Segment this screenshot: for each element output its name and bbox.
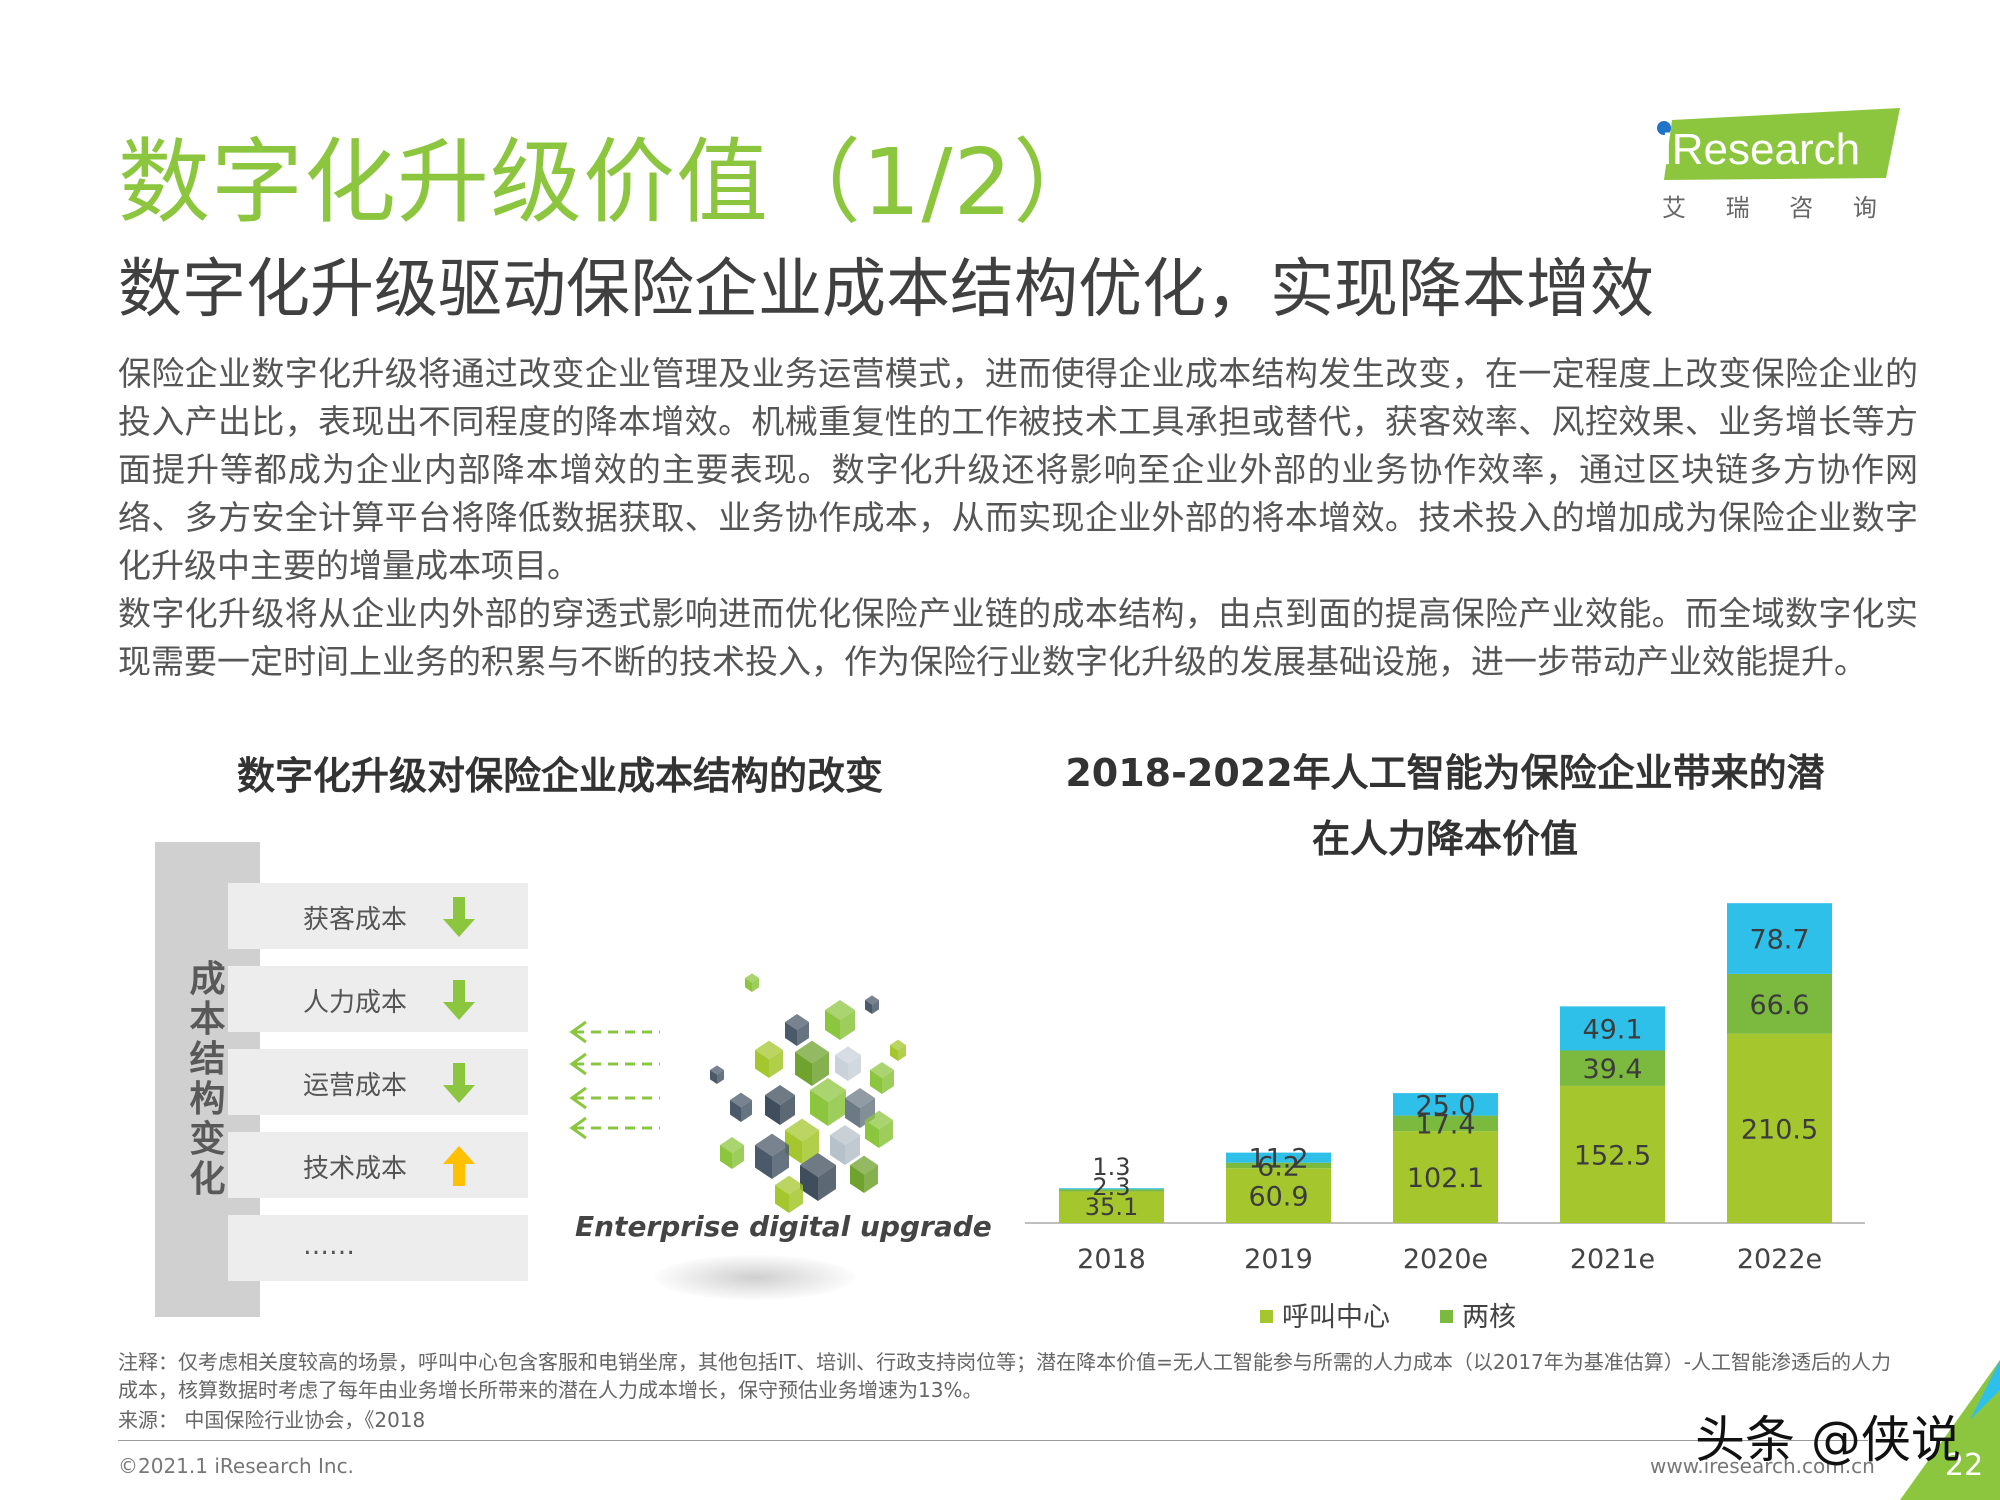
cost-item: 获客成本 [228, 883, 528, 949]
x-tick-label: 2021e [1570, 1244, 1655, 1275]
svg-text:iResearch: iResearch [1662, 125, 1860, 174]
x-tick-label: 2022e [1737, 1244, 1822, 1275]
svg-text:艾 瑞 咨 询: 艾 瑞 咨 询 [1662, 194, 1893, 222]
data-label: 210.5 [1741, 1114, 1818, 1145]
bar-segment [1560, 1085, 1665, 1223]
legend-label: 两核 [1462, 1302, 1516, 1333]
bar-segment [1393, 1131, 1498, 1223]
iresearch-logo: iResearch 艾 瑞 咨 询 [1650, 108, 1900, 228]
page-title: 数字化升级价值（1/2） [118, 129, 1107, 236]
data-label: 39.4 [1582, 1054, 1642, 1085]
bar-segment [1560, 1050, 1665, 1086]
cost-item-label: 获客成本 [303, 905, 408, 935]
body-paragraph-2: 数字化升级将从企业内外部的穿透式影响进而优化保险产业链的成本结构，由点到面的提高… [118, 594, 1918, 681]
watermark: 头条 @侠说 [1695, 1411, 1961, 1469]
cost-structure-label: 成本结构变化 [189, 959, 226, 1200]
cube-caption: Enterprise digital upgrade [575, 1210, 992, 1243]
chart-title: 2018-2022年人工智能为保险企业带来的潜在人力降本价值 [1065, 751, 1825, 861]
copyright: ©2021.1 iResearch Inc. [118, 1454, 354, 1478]
footnote: 注释：仅考虑相关度较高的场景，呼叫中心包含客服和电销坐席，其他包括IT、培训、行… [118, 1350, 1891, 1402]
arrow-down-icon [443, 897, 475, 937]
cost-item-label: …… [303, 1231, 355, 1261]
x-tick-label: 2018 [1077, 1244, 1146, 1275]
data-label: 35.1 [1085, 1193, 1138, 1221]
bar-segment [1560, 1006, 1665, 1051]
data-label: 1.3 [1092, 1153, 1130, 1181]
footer-divider [118, 1440, 1868, 1441]
bar-segment [1226, 1162, 1331, 1169]
data-label: 6.2 [1257, 1151, 1300, 1182]
cost-item-label: 运营成本 [303, 1071, 408, 1101]
data-label: 25.0 [1415, 1090, 1475, 1121]
arrow-up-icon [443, 1146, 475, 1186]
corner-decoration [1900, 1360, 2000, 1500]
legend-swatch [1260, 1310, 1273, 1323]
bar-segment [1059, 1189, 1164, 1192]
legend-swatch [1440, 1310, 1453, 1323]
footer-url: www.iresearch.com.cn [1650, 1454, 1875, 1478]
bar-segment [1393, 1093, 1498, 1116]
arrow-down-icon [443, 980, 475, 1020]
cost-item: 人力成本 [228, 966, 528, 1032]
cost-item: 技术成本 [228, 1132, 528, 1198]
digital-cube-illustration [560, 960, 950, 1220]
x-tick-label: 2019 [1244, 1244, 1313, 1275]
left-figure-title: 数字化升级对保险企业成本结构的改变 [236, 754, 883, 798]
cost-item-label: 人力成本 [303, 988, 408, 1018]
bar-segment [1059, 1188, 1164, 1190]
cost-item-label: 技术成本 [303, 1154, 408, 1184]
data-label: 2.3 [1092, 1173, 1130, 1201]
data-label: 102.1 [1407, 1163, 1484, 1194]
x-tick-label: 2020e [1403, 1244, 1488, 1275]
page-subtitle: 数字化升级驱动保险企业成本结构优化，实现降本增效 [118, 253, 1654, 327]
data-label: 78.7 [1749, 925, 1809, 956]
cost-item: 运营成本 [228, 1049, 528, 1115]
cube-shadow [655, 1255, 855, 1300]
bar-segment [1727, 973, 1832, 1034]
bar-segment [1226, 1168, 1331, 1223]
bar-segment [1059, 1191, 1164, 1223]
stacked-bar-chart: 35.1 2.3 1.3 2018 60.9 6.2 11.2 2019 102.1 17.4 25… [1020, 890, 1890, 1340]
legend-label: 呼叫中心 [1282, 1302, 1390, 1333]
arrow-down-icon [443, 1063, 475, 1103]
data-label: 11.2 [1248, 1144, 1308, 1175]
data-label: 49.1 [1582, 1014, 1642, 1045]
body-paragraph-1: 保险企业数字化升级将通过改变企业管理及业务运营模式，进而使得企业成本结构发生改变… [118, 354, 1918, 585]
source-note: 来源： 中国保险行业协会，《2018 [118, 1408, 426, 1432]
page-number: 22 [1945, 1448, 1984, 1483]
bar-segment [1393, 1115, 1498, 1132]
data-label: 152.5 [1574, 1140, 1651, 1171]
bar-segment [1727, 1033, 1832, 1223]
bar-segment [1226, 1152, 1331, 1163]
cost-item: …… [228, 1215, 528, 1281]
data-label: 60.9 [1248, 1182, 1308, 1213]
bar-segment [1727, 903, 1832, 974]
data-label: 17.4 [1415, 1109, 1475, 1140]
data-label: 66.6 [1749, 990, 1809, 1021]
